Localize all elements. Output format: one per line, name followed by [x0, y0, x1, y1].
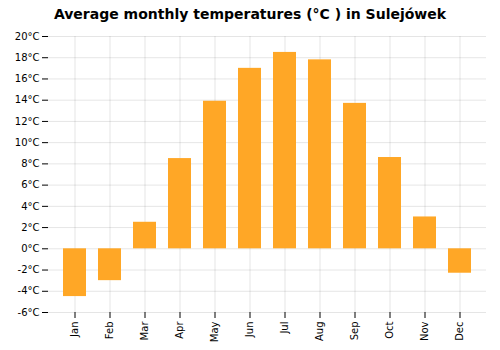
- svg-text:Oct: Oct: [384, 321, 395, 338]
- svg-text:8°C: 8°C: [21, 158, 39, 169]
- svg-text:14°C: 14°C: [15, 94, 40, 105]
- svg-text:Aug: Aug: [314, 322, 325, 342]
- svg-text:20°C: 20°C: [15, 31, 40, 42]
- svg-text:Mar: Mar: [139, 321, 150, 341]
- svg-text:10°C: 10°C: [15, 137, 40, 148]
- svg-text:May: May: [209, 321, 220, 342]
- svg-text:-6°C: -6°C: [18, 307, 40, 318]
- svg-text:16°C: 16°C: [15, 73, 40, 84]
- svg-text:Sep: Sep: [349, 322, 360, 341]
- html-text:Average monthly temperatures (: Average monthly temperatures (°C ) in Su…: [53, 6, 447, 22]
- svg-text:6°C: 6°C: [21, 179, 39, 190]
- svg-text:Dec: Dec: [454, 322, 465, 341]
- svg-text:-2°C: -2°C: [18, 264, 40, 275]
- svg-text:-4°C: -4°C: [18, 285, 40, 296]
- svg-text:12°C: 12°C: [15, 116, 40, 127]
- svg-text:18°C: 18°C: [15, 52, 40, 63]
- svg-text:Jul: Jul: [279, 322, 290, 335]
- svg-text:Feb: Feb: [104, 322, 115, 340]
- svg-text:Apr: Apr: [174, 321, 185, 339]
- svg-text:4°C: 4°C: [21, 201, 39, 212]
- svg-text:Jan: Jan: [69, 322, 80, 338]
- svg-text:Nov: Nov: [419, 321, 430, 341]
- svg-text:Jun: Jun: [244, 322, 255, 339]
- svg-text:0°C: 0°C: [21, 243, 39, 254]
- svg-text:2°C: 2°C: [21, 222, 39, 233]
